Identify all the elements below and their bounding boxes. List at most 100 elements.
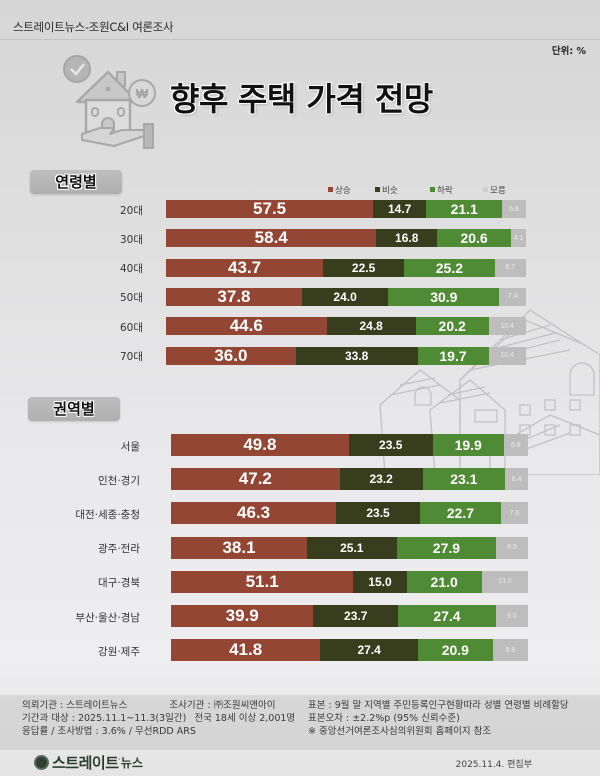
bar-segment-down: 20.9 [418,639,493,662]
bar-segment-up: 41.8 [171,639,321,662]
bar-segment-same: 25.1 [307,536,397,559]
stacked-bar: 51.1 15.0 21.0 13.0 [171,570,528,593]
bar-segment-dontknow: 7.6 [500,502,528,525]
bar-segment-dontknow: 6.6 [502,200,526,218]
row-label: 부산·울산·경남 [75,611,140,624]
stacked-bar: 38.1 25.1 27.9 8.9 [171,536,528,559]
bar-segment-up: 58.4 [166,229,377,248]
bar-segment-same: 23.7 [313,605,399,627]
stacked-bar: 36.0 33.8 19.7 10.4 [166,346,526,365]
bar-segment-same: 33.8 [295,346,418,365]
bar-segment-dontknow: 6.4 [505,468,528,491]
chart-row: 40대 43.7 22.5 25.2 8.7 [0,258,600,277]
stacked-bar: 41.8 27.4 20.9 9.9 [171,639,528,662]
legend-swatch-dontknow-icon [483,187,488,192]
straightnews-logo: 스트레이트 ′ 뉴스 [34,752,143,773]
stacked-bar: 44.6 24.8 20.2 10.4 [166,317,526,336]
bar-segment-up: 39.9 [171,605,314,627]
legend-item-up: 상승 [328,184,351,196]
bar-segment-same: 22.5 [323,258,405,277]
chart-row: 60대 44.6 24.8 20.2 10.4 [0,317,600,336]
bar-segment-same: 23.2 [339,468,423,491]
bar-segment-down: 20.2 [415,317,489,336]
stacked-bar: 49.8 23.5 19.9 6.8 [171,434,528,456]
logo-mark-icon [34,755,49,770]
bar-segment-down: 27.9 [396,536,497,559]
house-price-icon: ₩ [63,55,156,149]
section-tab-region: 권역별 [28,397,120,421]
bar-segment-same: 16.8 [376,229,437,248]
bar-segment-down: 21.1 [426,200,503,218]
bar-segment-dontknow: 9.9 [492,639,528,662]
bar-segment-dontknow: 9.0 [495,605,528,627]
bar-segment-up: 44.6 [166,317,327,336]
row-label: 60대 [119,321,143,334]
row-label: 대전·세종·충청 [75,508,140,521]
bar-segment-dontknow: 6.8 [503,434,528,456]
bar-segment-down: 25.2 [404,258,495,277]
stacked-bar: 57.5 14.7 21.1 6.6 [166,200,526,218]
row-label: 서울 [120,440,140,453]
bar-segment-down: 20.6 [436,229,512,248]
bar-segment-up: 38.1 [171,536,308,559]
svg-text:₩: ₩ [136,86,149,101]
chart-row: 부산·울산·경남 39.9 23.7 27.4 9.0 [0,605,600,627]
survey-info-left: 의뢰기관 : 스트레이트뉴스 조사기관 : ㈜조원씨앤아이 기간과 대상 : 20… [22,700,296,737]
bar-segment-down: 21.0 [406,570,482,593]
chart-row: 인천·경기 47.2 23.2 23.1 6.4 [0,468,600,491]
chart-row: 강원·제주 41.8 27.4 20.9 9.9 [0,639,600,662]
bar-segment-dontknow: 4.1 [511,229,526,248]
row-label: 강원·제주 [98,645,140,658]
legend-swatch-down-icon [430,187,435,192]
chart-row: 대구·경북 51.1 15.0 21.0 13.0 [0,570,600,593]
bar-segment-down: 30.9 [388,287,500,306]
stacked-bar: 37.8 24.0 30.9 7.4 [166,287,526,306]
legend-item-same: 비슷 [375,184,398,196]
chart-row: 20대 57.5 14.7 21.1 6.6 [0,200,600,218]
bar-segment-dontknow: 10.4 [488,346,526,365]
logo-accent-icon: ′ [118,757,121,768]
chart-row: 30대 58.4 16.8 20.6 4.1 [0,229,600,248]
row-label: 70대 [119,351,143,363]
chart-row: 대전·세종·충청 46.3 23.5 22.7 7.6 [0,502,600,525]
legend-swatch-up-icon [328,187,333,192]
bar-segment-up: 49.8 [171,434,349,456]
chart-row: 서울 49.8 23.5 19.9 6.8 [0,434,600,456]
chart-row: 70대 36.0 33.8 19.7 10.4 [0,346,600,365]
bar-segment-dontknow: 10.4 [488,317,526,336]
legend-item-down: 하락 [430,184,453,196]
stacked-bar: 46.3 23.5 22.7 7.6 [171,502,528,525]
unit-label: 단위: % [551,46,586,57]
bar-segment-same: 23.5 [348,434,433,456]
section-tab-age: 연령별 [30,170,122,194]
bar-segment-up: 51.1 [171,570,354,593]
bar-segment-same: 24.8 [326,317,416,336]
bar-segment-up: 47.2 [171,468,340,491]
survey-info-right: 표본 : 9월 말 지역별 주민등록인구현황따라 성별 연령별 비례할당 표본오… [308,700,569,737]
bar-segment-same: 15.0 [353,570,407,593]
stacked-bar: 39.9 23.7 27.4 9.0 [171,605,528,627]
bar-segment-dontknow: 13.0 [481,570,528,593]
bar-segment-up: 57.5 [166,200,374,218]
bar-segment-dontknow: 8.9 [496,536,528,559]
row-label: 30대 [119,233,143,246]
bar-segment-up: 43.7 [166,258,324,277]
publish-date: 2025.11.4. 편집부 [455,760,532,770]
survey-brand: 스트레이트뉴스-조원C&I 여론조사 [13,20,174,34]
bar-segment-down: 23.1 [422,468,506,491]
bar-segment-same: 14.7 [373,200,427,218]
bar-segment-up: 46.3 [171,502,337,525]
row-label: 광주·전라 [98,543,140,556]
bar-segment-down: 27.4 [398,605,496,627]
bar-segment-same: 24.0 [301,287,389,306]
stacked-bar: 43.7 22.5 25.2 8.7 [166,258,526,277]
legend-swatch-same-icon [375,187,380,192]
chart-row: 광주·전라 38.1 25.1 27.9 8.9 [0,536,600,559]
row-label: 대구·경북 [98,577,140,590]
row-label: 40대 [119,263,143,276]
bar-segment-same: 27.4 [320,639,419,662]
page-title: 향후 주택 가격 전망 [170,80,433,118]
top-bar: 스트레이트뉴스-조원C&I 여론조사 [0,0,600,40]
row-label: 인천·경기 [98,474,140,487]
bar-segment-dontknow: 8.7 [494,258,526,277]
